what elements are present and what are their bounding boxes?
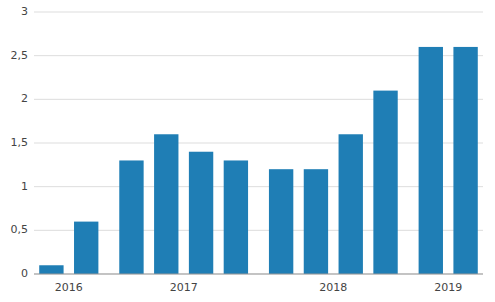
chart-container: 0 0,5 1 1,5 2 2,5 3 2016 2017 2018 2019 [0,0,495,302]
bar [269,169,293,274]
chart-svg: 0 0,5 1 1,5 2 2,5 3 2016 2017 2018 2019 [0,0,495,302]
y-tick-label: 2 [21,92,28,105]
bar [74,222,98,274]
grid-line [34,274,483,275]
bar [224,160,248,274]
x-axis-line [34,274,483,275]
bar [39,265,63,274]
bars [39,47,478,274]
bar [304,169,328,274]
bar [119,160,143,274]
y-tick-label: 3 [21,5,28,18]
bar [189,152,213,274]
grid-line [34,55,483,56]
y-tick-label: 0 [21,267,28,280]
grid-line [34,12,483,13]
bar [339,134,363,274]
y-tick-label: 1 [21,180,28,193]
grid-line [34,99,483,100]
grid-line [34,186,483,187]
y-tick-label: 2,5 [11,49,29,62]
bar [373,91,397,274]
grid-line [34,230,483,231]
x-tick-label: 2016 [55,281,83,294]
grid-line [34,143,483,144]
bar [419,47,443,274]
y-tick-label: 0,5 [11,223,29,236]
x-tick-label: 2018 [319,281,347,294]
x-tick-label: 2019 [434,281,462,294]
y-tick-label: 1,5 [11,136,29,149]
bar [453,47,477,274]
bar [154,134,178,274]
x-tick-label: 2017 [170,281,198,294]
